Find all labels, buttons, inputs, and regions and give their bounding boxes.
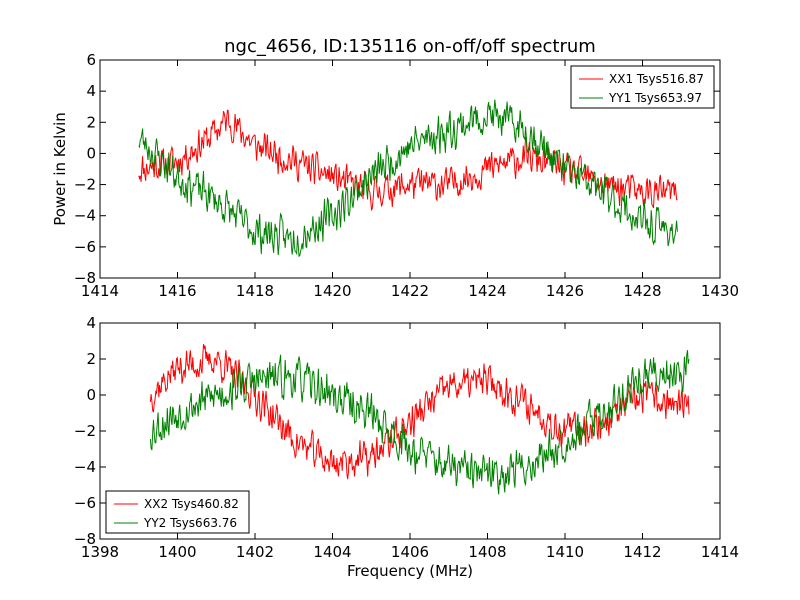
- bottom-panel-series-lines: [149, 343, 690, 495]
- legend-box: [570, 65, 715, 109]
- bottom-panel-legend: XX2 Tsys460.82 YY2 Tsys663.76: [105, 490, 250, 534]
- y-tick-label: −4: [74, 207, 96, 225]
- y-tick-label: 0: [86, 386, 96, 404]
- x-tick-label: 1404: [313, 543, 351, 561]
- y-tick-label: 2: [86, 113, 96, 131]
- x-tick-label: 1424: [468, 282, 506, 300]
- y-tick-label: 4: [86, 314, 96, 332]
- top-series-line-xx1: [138, 109, 678, 212]
- legend-entry: YY2 Tsys663.76: [143, 516, 237, 530]
- bottom-series-line-yy2: [149, 350, 690, 495]
- y-tick-label: 0: [86, 144, 96, 162]
- y-tick-label: −8: [74, 269, 96, 287]
- x-tick-label: 1412: [623, 543, 661, 561]
- y-tick-label: −4: [74, 458, 96, 476]
- x-tick-label: 1400: [158, 543, 196, 561]
- top-panel-legend: XX1 Tsys516.87 YY1 Tsys653.97: [570, 65, 715, 109]
- x-tick-label: 1422: [391, 282, 429, 300]
- top-panel-ticks: 1414 1416 1418 1420 1422 1424 1426 1428 1430 −8 −6…: [74, 51, 739, 300]
- legend-entry: YY1 Tsys653.97: [608, 91, 702, 105]
- x-tick-label: 1406: [391, 543, 429, 561]
- y-tick-label: 4: [86, 82, 96, 100]
- x-tick-label: 1416: [158, 282, 196, 300]
- legend-box: [105, 490, 250, 534]
- y-tick-label: −8: [74, 530, 96, 548]
- x-tick-label: 1414: [81, 282, 119, 300]
- x-tick-label: 1426: [546, 282, 584, 300]
- x-tick-label: 1414: [701, 543, 739, 561]
- x-tick-label: 1402: [236, 543, 274, 561]
- y-tick-label: −2: [74, 176, 96, 194]
- top-panel-series-lines: [138, 99, 678, 258]
- x-tick-label: 1430: [701, 282, 739, 300]
- x-tick-label: 1420: [313, 282, 351, 300]
- y-tick-label: −2: [74, 422, 96, 440]
- y-axis-label: Power in Kelvin: [51, 112, 69, 226]
- x-axis-label: Frequency (MHz): [347, 562, 473, 580]
- y-tick-label: 6: [86, 51, 96, 69]
- y-tick-label: −6: [74, 494, 96, 512]
- y-tick-label: −6: [74, 238, 96, 256]
- bottom-panel: 1398 1400 1402 1404 1406 1408 1410 1412 1414 −8 −6…: [74, 314, 739, 561]
- x-tick-label: 1398: [81, 543, 119, 561]
- bottom-panel-ticks: 1398 1400 1402 1404 1406 1408 1410 1412 1414 −8 −6…: [74, 314, 739, 561]
- top-panel: 1414 1416 1418 1420 1422 1424 1426 1428 1430 −8 −6…: [74, 51, 739, 300]
- legend-entry: XX2 Tsys460.82: [144, 497, 239, 511]
- y-tick-label: 2: [86, 350, 96, 368]
- x-tick-label: 1410: [546, 543, 584, 561]
- top-series-line-yy1: [138, 99, 678, 258]
- chart-title: ngc_4656, ID:135116 on-off/off spectrum: [224, 36, 596, 57]
- x-tick-label: 1428: [623, 282, 661, 300]
- legend-entry: XX1 Tsys516.87: [609, 72, 704, 86]
- x-tick-label: 1408: [468, 543, 506, 561]
- x-tick-label: 1418: [236, 282, 274, 300]
